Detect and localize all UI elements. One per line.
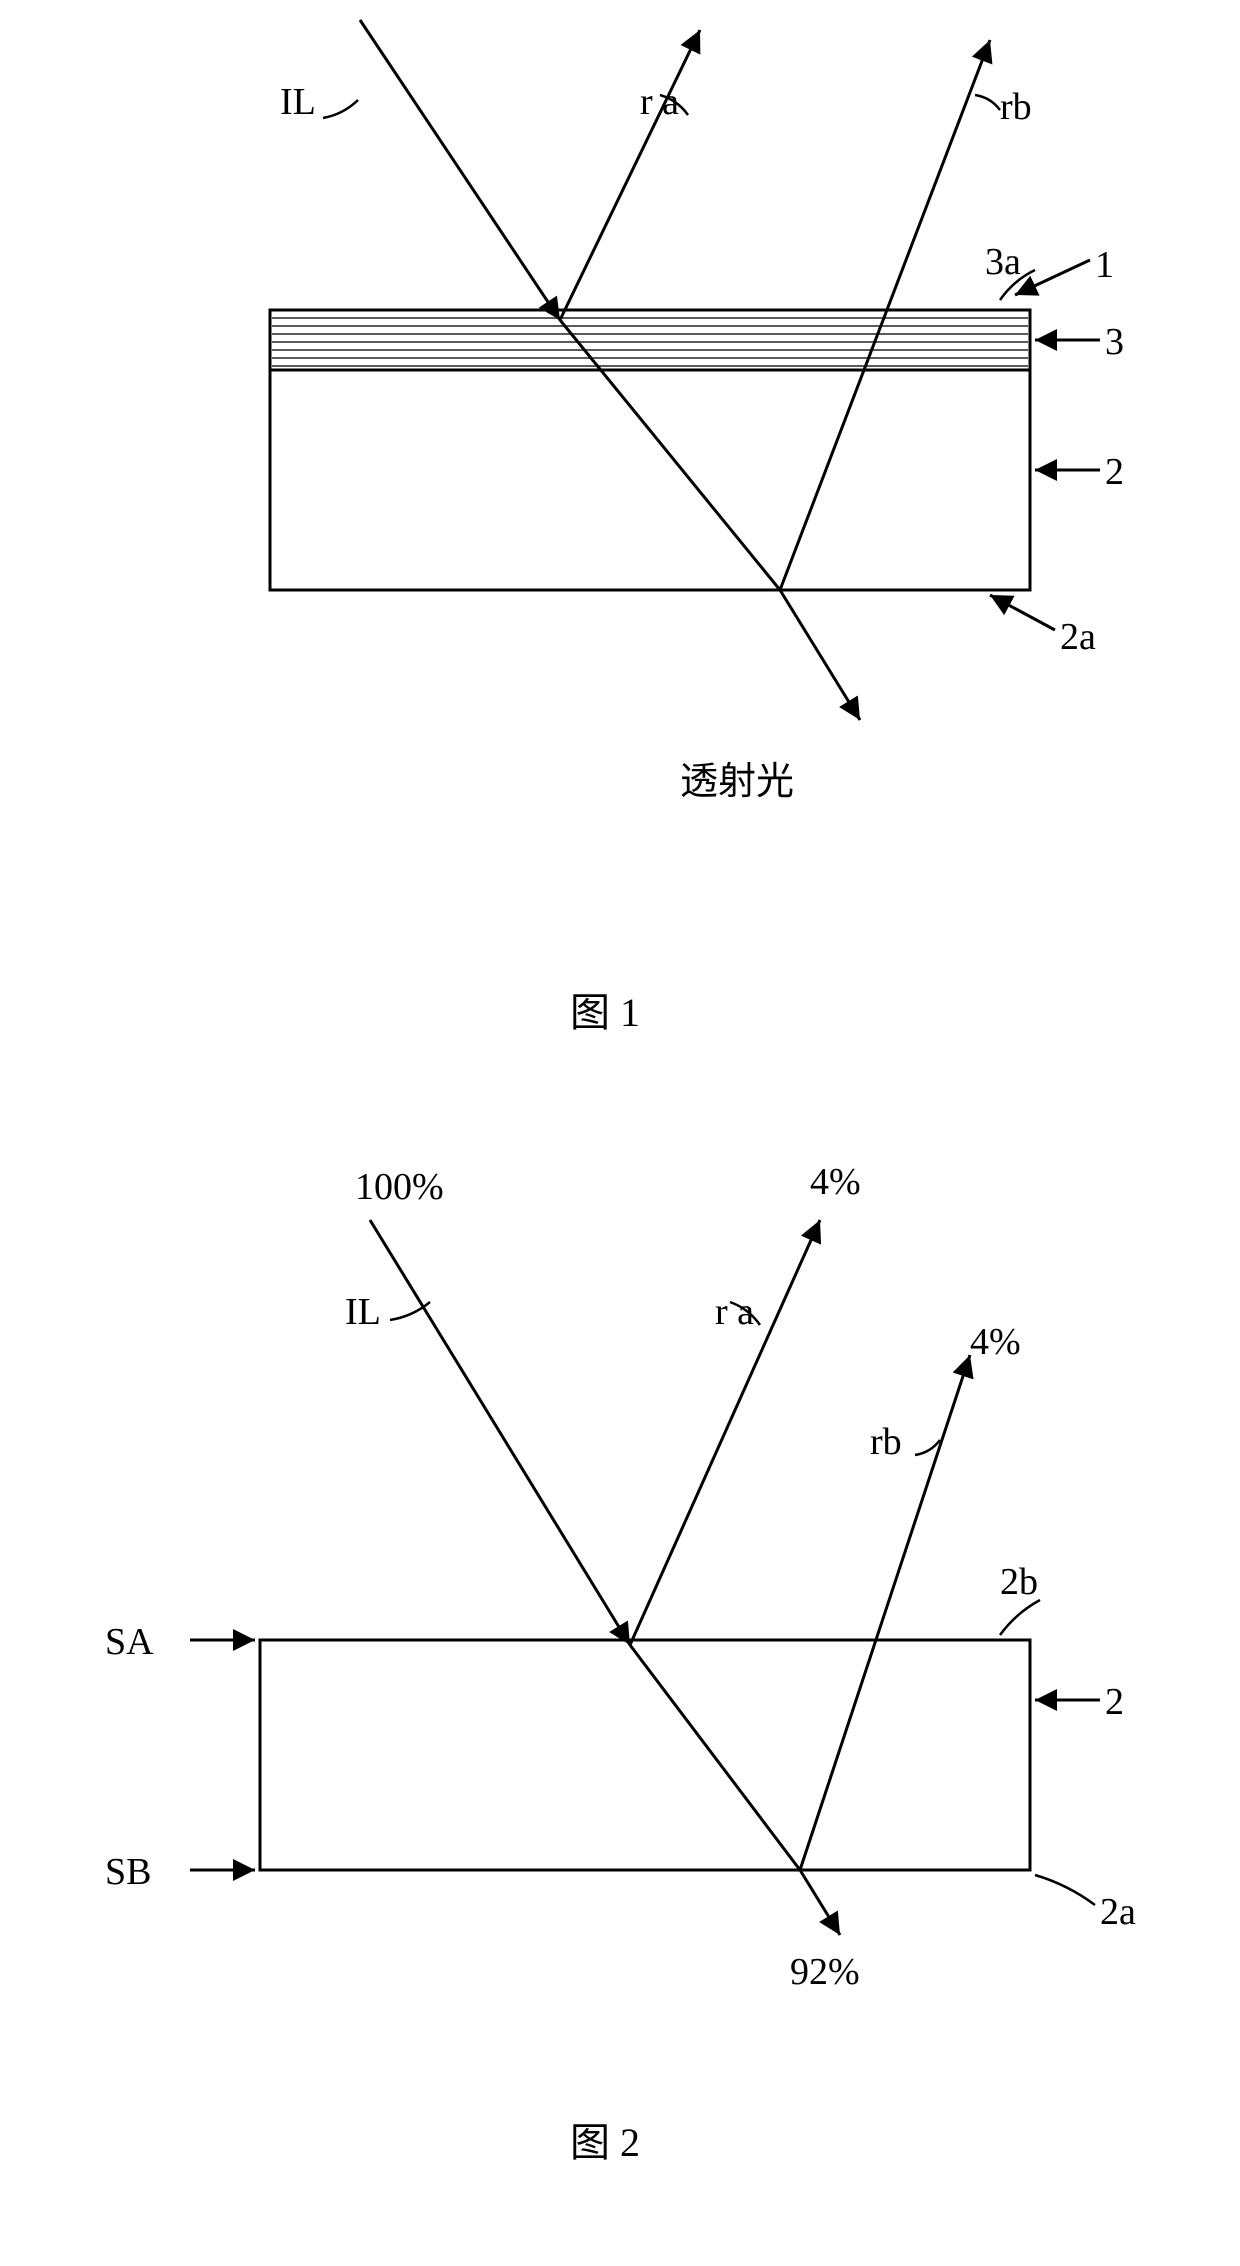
fig2-label-n2: 2: [1105, 1680, 1124, 1724]
fig2-label-SB: SB: [105, 1850, 151, 1894]
fig2-label-IL: IL: [345, 1290, 381, 1334]
fig1-label-n2: 2: [1105, 450, 1124, 494]
fig2-label-p4b: 4%: [970, 1320, 1021, 1364]
fig2-label-rb: rb: [870, 1420, 902, 1464]
fig1-label-n2a: 2a: [1060, 615, 1096, 659]
diagram-svg: [0, 0, 1240, 2266]
fig1-label-rb: rb: [1000, 85, 1032, 129]
fig1-label-n1: 1: [1095, 243, 1114, 287]
fig2-label-ra: r a: [715, 1290, 754, 1334]
fig1-label-n3a: 3a: [985, 240, 1021, 284]
fig1-label-n3: 3: [1105, 320, 1124, 364]
fig2-label-p4a: 4%: [810, 1160, 861, 1204]
fig2-caption: 图 2: [570, 2110, 640, 2168]
fig2-label-p100: 100%: [355, 1165, 444, 1209]
fig2-label-SA: SA: [105, 1620, 154, 1664]
fig2-label-p92: 92%: [790, 1950, 860, 1994]
fig1-label-transmit: 透射光: [680, 750, 794, 805]
fig2-label-n2b: 2b: [1000, 1560, 1038, 1604]
fig2-label-n2a: 2a: [1100, 1890, 1136, 1934]
fig1-label-IL: IL: [280, 80, 316, 124]
fig1-label-ra: r a: [640, 80, 679, 124]
fig1-caption: 图 1: [570, 980, 640, 1038]
